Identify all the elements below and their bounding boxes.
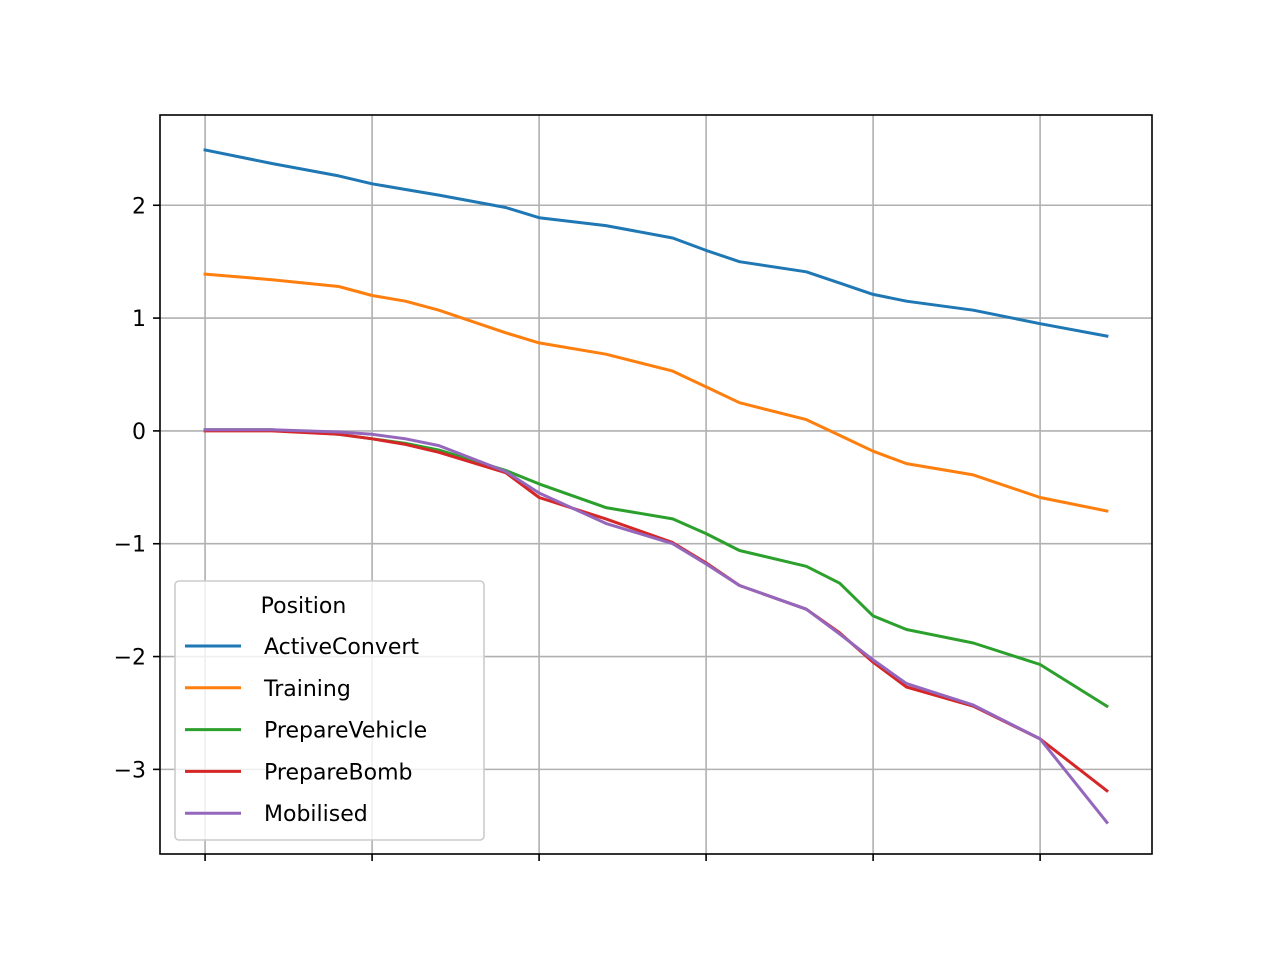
y-tick-label: 2 <box>132 194 146 219</box>
legend: Position ActiveConvert Training PrepareVehi… <box>174 580 485 841</box>
legend-label-activeconvert: ActiveConvert <box>264 635 419 660</box>
legend-label-preparevehicle: PrepareVehicle <box>264 719 427 744</box>
series-line-activeconvert <box>203 148 1109 338</box>
series-line-training <box>203 272 1109 513</box>
y-tick-label: −3 <box>114 758 146 783</box>
y-tick-label: −1 <box>114 533 146 558</box>
legend-label-preparebomb: PrepareBomb <box>264 760 412 785</box>
legend-box <box>174 580 485 841</box>
y-tick-label: 0 <box>132 420 146 445</box>
series-line-mobilised <box>203 428 1110 825</box>
legend-label-mobilised: Mobilised <box>264 802 368 827</box>
axes: −3 −2 −1 0 1 2 <box>114 194 1041 861</box>
series-lines <box>203 148 1110 825</box>
legend-label-training: Training <box>263 677 351 702</box>
legend-title: Position <box>261 594 347 619</box>
y-tick-label: −2 <box>114 646 146 671</box>
plot-frame <box>159 114 1153 855</box>
y-tick-label: 1 <box>132 307 146 332</box>
